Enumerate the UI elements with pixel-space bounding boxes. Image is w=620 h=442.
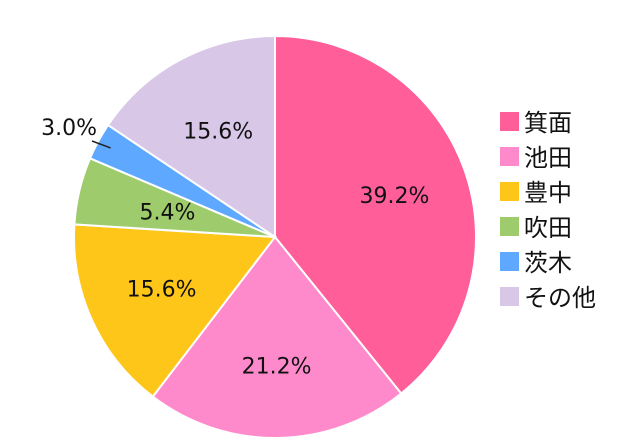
slice-label-1: 39.2%	[359, 184, 429, 209]
legend-swatch-6	[500, 287, 519, 306]
slice-label-5: 3.0%	[41, 116, 97, 141]
pie-slice-2	[151, 235, 403, 439]
pie-slice-6	[106, 34, 276, 239]
legend-label-1: 箕面	[524, 109, 572, 137]
legend-swatch-4	[500, 217, 519, 236]
slice-label-3: 15.6%	[127, 278, 197, 303]
pie-slice-3	[73, 223, 277, 398]
slice-label-2: 21.2%	[242, 355, 312, 380]
slice-label-6: 15.6%	[183, 120, 253, 145]
legend-label-3: 豊中	[524, 179, 572, 207]
pie-slice-1	[274, 34, 477, 395]
leader-line-5	[91, 140, 111, 149]
legend-label-2: 池田	[524, 144, 572, 172]
legend-label-5: 茨木	[524, 249, 572, 277]
legend-swatch-2	[500, 147, 519, 166]
legend-label-4: 吹田	[524, 214, 572, 242]
legend-swatch-3	[500, 182, 519, 201]
slice-labels: 39.2% 21.2% 15.6% 5.4% 3.0% 15.6%	[41, 116, 429, 380]
slice-label-4: 5.4%	[139, 201, 195, 226]
legend-label-6: その他	[524, 284, 596, 312]
legend-swatch-5	[500, 252, 519, 271]
pie-slices	[73, 34, 477, 439]
legend-swatch-1	[500, 112, 519, 131]
